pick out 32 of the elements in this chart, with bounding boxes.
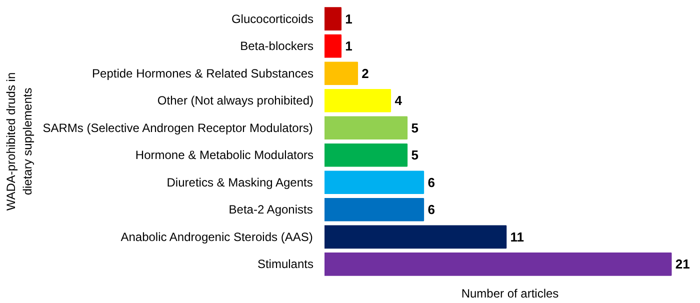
bar — [324, 7, 342, 31]
bar — [324, 252, 672, 276]
y-tick-label: Diuretics & Masking Agents — [166, 175, 313, 190]
data-label: 6 — [428, 174, 435, 190]
bar — [324, 116, 408, 140]
data-label: 6 — [428, 202, 435, 218]
bar — [324, 62, 358, 86]
bar — [324, 225, 507, 249]
bar — [324, 34, 342, 58]
data-label: 5 — [411, 148, 418, 163]
y-tick-label: Beta-2 Agonists — [228, 202, 313, 217]
bar — [324, 143, 408, 167]
x-axis-title: Number of articles — [461, 286, 559, 300]
y-tick-label: Glucocorticoids — [231, 12, 314, 26]
data-label: 5 — [411, 120, 418, 136]
y-tick-label: SARMs (Selective Androgen Receptor Modulators) — [42, 120, 313, 135]
y-tick-label: Stimulants — [257, 257, 314, 272]
bar — [324, 198, 424, 222]
data-label: 4 — [394, 93, 403, 108]
data-label: 21 — [675, 256, 690, 272]
data-label: 2 — [362, 66, 369, 81]
y-tick-label: Peptide Hormones & Related Substances — [92, 66, 314, 80]
bar — [324, 170, 424, 194]
bar — [324, 88, 392, 112]
y-tick-label: Anabolic Androgenic Steroids (AAS) — [120, 230, 313, 244]
y-tick-label: Hormone & Metabolic Modulators — [135, 148, 314, 162]
y-tick-label: Other (Not always prohibited) — [157, 94, 314, 108]
data-label: 1 — [345, 11, 352, 26]
y-axis-title: WADA-prohibited druds in dietary supplements — [4, 72, 35, 211]
data-label: 1 — [345, 38, 352, 54]
y-tick-label: Beta-blockers — [240, 39, 314, 54]
data-label: 11 — [510, 229, 524, 244]
